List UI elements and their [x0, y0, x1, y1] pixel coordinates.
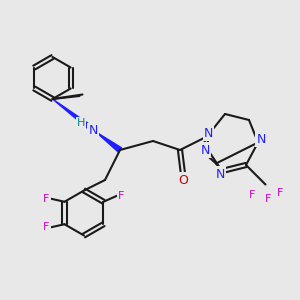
Text: F: F [249, 190, 255, 200]
Text: F: F [265, 194, 272, 205]
Text: O: O [178, 173, 188, 187]
Text: F: F [43, 222, 50, 232]
Text: N: N [216, 167, 225, 181]
Text: F: F [43, 194, 50, 204]
Text: N: N [204, 127, 213, 140]
Text: N: N [256, 133, 266, 146]
Text: H: H [77, 118, 85, 128]
Polygon shape [52, 99, 98, 134]
Text: F: F [118, 191, 125, 201]
Text: F: F [277, 188, 284, 199]
Polygon shape [96, 132, 122, 152]
Text: N: N [88, 124, 98, 137]
Text: N: N [201, 143, 210, 157]
